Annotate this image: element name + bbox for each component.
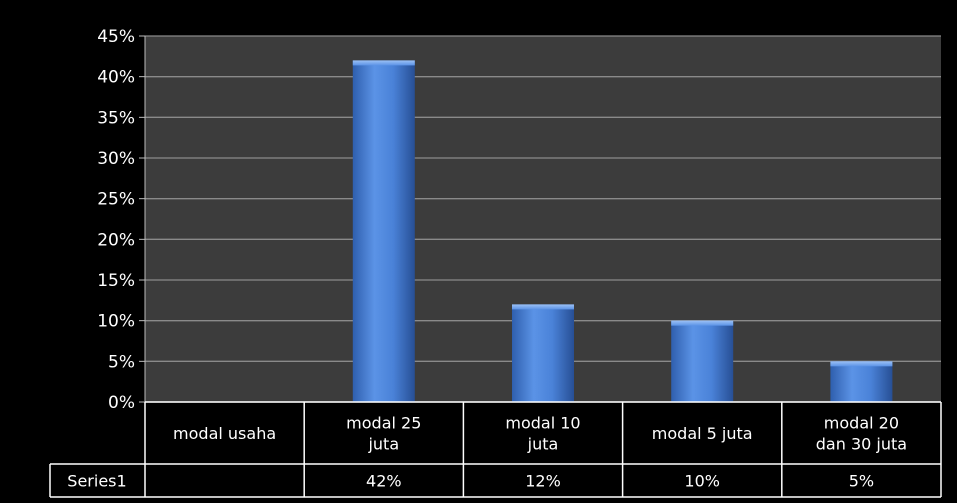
y-tick-label: 45% <box>97 27 135 47</box>
data-label: 42% <box>366 472 402 491</box>
bar-body <box>830 361 893 402</box>
bar <box>512 304 574 402</box>
bar-cap <box>671 320 734 326</box>
y-axis-ticks: 0% 5% 10% 15% 20% 25% 30% 35% 40% 45% <box>97 27 146 413</box>
data-label: 10% <box>684 472 720 491</box>
category-label: modal 10 juta <box>505 414 580 454</box>
bar <box>352 60 415 403</box>
y-tick-label: 20% <box>97 230 135 250</box>
category-label: modal usaha <box>173 424 276 443</box>
bar-cap <box>352 60 415 66</box>
y-tick-label: 0% <box>108 393 135 413</box>
y-tick-label: 40% <box>97 68 135 88</box>
data-label: 5% <box>849 472 874 491</box>
category-label: modal 25 juta <box>346 414 421 454</box>
bar-body <box>352 60 415 403</box>
y-tick-label: 30% <box>97 149 135 169</box>
y-tick-label: 25% <box>97 190 135 210</box>
category-label: modal 20 dan 30 juta <box>816 414 907 454</box>
y-tick-label: 15% <box>97 271 135 291</box>
y-tick-label: 10% <box>97 312 135 332</box>
bar <box>830 361 893 402</box>
series-name: Series1 <box>67 472 126 491</box>
bar <box>671 320 734 402</box>
data-table: modal usaha modal 25 juta modal 10 juta modal… <box>49 401 942 498</box>
bar-cap <box>830 361 893 367</box>
bar-body <box>512 304 574 402</box>
bars <box>352 60 893 403</box>
y-tick-label: 35% <box>97 108 135 128</box>
data-label: 12% <box>525 472 561 491</box>
bar-cap <box>512 304 574 310</box>
bar-body <box>671 320 734 402</box>
y-tick-label: 5% <box>108 352 135 372</box>
category-label: modal 5 juta <box>652 424 753 443</box>
